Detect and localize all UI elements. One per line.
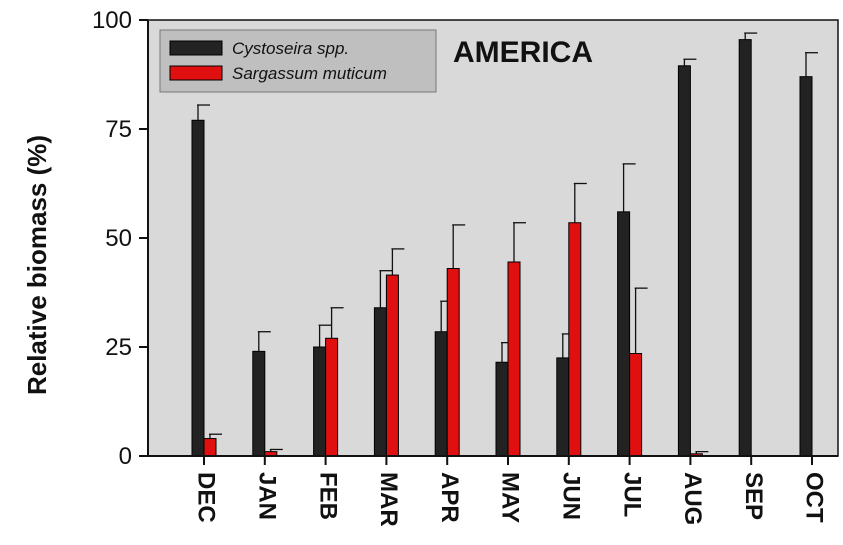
bar-cystoseira-jan xyxy=(252,350,266,457)
bar-cystoseira-jul xyxy=(617,211,631,457)
x-tick-label: SEP xyxy=(740,472,767,520)
bar-cystoseira-jun xyxy=(556,357,570,457)
x-tick-label: JUN xyxy=(557,472,584,520)
y-tick-label: 75 xyxy=(105,116,132,143)
chart-title: AMERICA xyxy=(453,36,593,69)
y-axis-label: Relative biomass (%) xyxy=(22,135,52,395)
legend-swatch-cystoseira xyxy=(169,40,223,56)
bar-sargassum-dec xyxy=(203,438,217,457)
bar-sargassum-may xyxy=(507,261,521,457)
y-tick-label: 25 xyxy=(105,334,132,361)
axes-layer: 0 25 50 75 100 DEC JAN FEB MAR APR MAY JUN JUL AUG SEP… xyxy=(92,7,838,527)
legend: Cystoseira spp. Sargassum muticum xyxy=(159,29,437,93)
bar-cystoseira-sep xyxy=(738,39,752,457)
y-tick-label: 0 xyxy=(119,443,132,470)
legend-label-sargassum: Sargassum muticum xyxy=(232,64,387,83)
bar-sargassum-feb xyxy=(325,337,339,457)
bar-sargassum-jun xyxy=(568,222,582,457)
x-tick-label: JUL xyxy=(618,472,645,517)
bar-cystoseira-aug xyxy=(677,65,691,457)
legend-swatch-sargassum xyxy=(169,65,223,81)
x-tick-label: DEC xyxy=(193,472,220,523)
x-tick-label: FEB xyxy=(314,472,341,520)
x-tick-label: OCT xyxy=(801,472,828,523)
bar-sargassum-mar xyxy=(385,274,399,457)
bars-layer xyxy=(191,32,818,457)
y-tick-label: 50 xyxy=(105,225,132,252)
bar-cystoseira-feb xyxy=(313,346,327,457)
x-tick-label: MAY xyxy=(497,472,524,523)
bar-cystoseira-mar xyxy=(373,307,387,457)
legend-label-cystoseira: Cystoseira spp. xyxy=(232,39,349,58)
legend-box xyxy=(159,29,437,93)
bar-sargassum-apr xyxy=(446,268,460,457)
bar-cystoseira-oct xyxy=(799,76,813,457)
x-tick-label: MAR xyxy=(375,472,402,527)
bar-sargassum-jul xyxy=(629,353,643,457)
bar-cystoseira-may xyxy=(495,361,509,457)
bar-cystoseira-dec xyxy=(191,119,205,457)
x-tick-label: AUG xyxy=(679,472,706,525)
x-tick-label: JAN xyxy=(253,472,280,520)
y-tick-label: 100 xyxy=(92,7,132,34)
bar-cystoseira-apr xyxy=(434,331,448,457)
x-tick-label: APR xyxy=(436,472,463,523)
